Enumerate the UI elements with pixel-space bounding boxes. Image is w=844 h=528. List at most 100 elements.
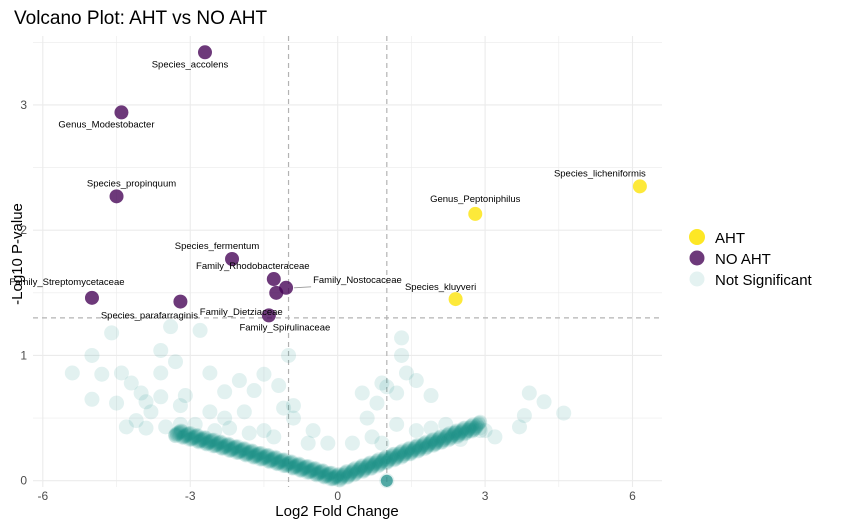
not-significant-point xyxy=(441,427,456,442)
not-significant-point xyxy=(264,453,279,468)
point-label: Species_parafarraginis xyxy=(101,311,198,322)
not-significant-point xyxy=(467,422,482,437)
not-significant-point xyxy=(226,440,241,455)
not-significant-point xyxy=(351,462,366,477)
not-significant-point xyxy=(487,429,503,445)
not-significant-point xyxy=(186,429,201,444)
not-significant-point xyxy=(403,445,418,460)
not-significant-point xyxy=(438,431,453,446)
not-significant-point xyxy=(298,459,313,474)
not-significant-point xyxy=(312,465,327,480)
not-significant-point xyxy=(344,465,359,480)
not-significant-point xyxy=(284,455,299,470)
not-significant-point xyxy=(187,429,202,444)
not-significant-point xyxy=(294,462,309,477)
not-significant-point xyxy=(291,456,306,471)
not-significant-point xyxy=(427,438,442,453)
not-significant-point xyxy=(388,452,403,467)
not-significant-point xyxy=(336,468,351,483)
not-significant-point xyxy=(250,446,265,461)
not-significant-point xyxy=(471,415,486,430)
not-significant-point xyxy=(389,416,405,432)
not-significant-point xyxy=(194,433,209,448)
not-significant-point xyxy=(305,463,320,478)
not-significant-point xyxy=(352,461,367,476)
not-significant-point xyxy=(451,428,466,443)
not-significant-point xyxy=(207,432,222,447)
not-significant-point xyxy=(362,456,377,471)
not-significant-point xyxy=(460,422,475,437)
not-significant-point xyxy=(207,439,222,454)
not-significant-point xyxy=(198,430,213,445)
not-significant-point xyxy=(196,430,211,445)
not-significant-point xyxy=(466,423,481,438)
not-significant-point xyxy=(176,430,191,445)
not-significant-point xyxy=(395,449,410,464)
not-significant-point xyxy=(301,459,316,474)
y-axis-title: -Log10 P-value xyxy=(9,203,26,305)
not-significant-point xyxy=(435,433,450,448)
not-significant-point xyxy=(408,373,424,389)
not-significant-point xyxy=(398,365,414,381)
threshold-lines xyxy=(33,36,662,487)
not-significant-point xyxy=(417,442,432,457)
not-significant-point xyxy=(410,444,425,459)
not-significant-point xyxy=(340,464,355,479)
not-significant-point xyxy=(334,470,349,485)
not-significant-point xyxy=(372,451,387,466)
not-significant-point xyxy=(433,429,448,444)
not-significant-point xyxy=(306,462,321,477)
not-significant-point xyxy=(315,462,330,477)
not-significant-point xyxy=(320,467,335,482)
not-significant-point xyxy=(516,408,532,424)
not-significant-point xyxy=(413,440,428,455)
not-significant-point xyxy=(347,461,362,476)
not-significant-point xyxy=(387,452,402,467)
not-significant-point xyxy=(366,457,381,472)
not-significant-point xyxy=(243,444,258,459)
not-significant-point xyxy=(193,432,208,447)
no-aht-point xyxy=(261,308,276,323)
not-significant-point xyxy=(417,435,432,450)
not-significant-point xyxy=(460,424,475,439)
not-significant-point xyxy=(275,453,290,468)
not-significant-point xyxy=(212,434,227,449)
not-significant-point xyxy=(226,442,241,457)
not-significant-point xyxy=(268,451,283,466)
not-significant-point xyxy=(228,440,243,455)
not-significant-point xyxy=(257,449,272,464)
not-significant-point xyxy=(180,427,195,442)
not-significant-point xyxy=(276,459,291,474)
point-label: Species_accolens xyxy=(152,59,229,70)
not-significant-point xyxy=(244,444,259,459)
not-significant-point xyxy=(309,467,324,482)
not-significant-point xyxy=(398,445,413,460)
not-significant-point xyxy=(223,443,238,458)
not-significant-point xyxy=(319,467,334,482)
not-significant-point xyxy=(306,461,321,476)
not-significant-point xyxy=(376,453,391,468)
not-significant-point xyxy=(302,465,317,480)
not-significant-point xyxy=(381,453,396,468)
not-significant-point xyxy=(471,416,486,431)
not-significant-point xyxy=(168,354,184,370)
point-label: Family_Spirulinaceae xyxy=(239,322,330,333)
not-significant-point xyxy=(442,432,457,447)
not-significant-point xyxy=(327,471,342,486)
not-significant-point xyxy=(438,416,454,432)
not-significant-point xyxy=(234,443,249,458)
not-significant-point xyxy=(459,424,474,439)
not-significant-point xyxy=(283,455,298,470)
not-significant-point xyxy=(419,441,434,456)
not-significant-point xyxy=(290,457,305,472)
not-significant-point xyxy=(437,431,452,446)
not-significant-point xyxy=(243,444,258,459)
not-significant-point xyxy=(406,443,421,458)
not-significant-point xyxy=(389,385,405,401)
not-significant-point xyxy=(64,365,80,381)
not-significant-point xyxy=(449,424,464,439)
not-significant-point xyxy=(290,458,305,473)
not-significant-point xyxy=(186,430,201,445)
not-significant-point xyxy=(349,465,364,480)
not-significant-point xyxy=(384,450,399,465)
